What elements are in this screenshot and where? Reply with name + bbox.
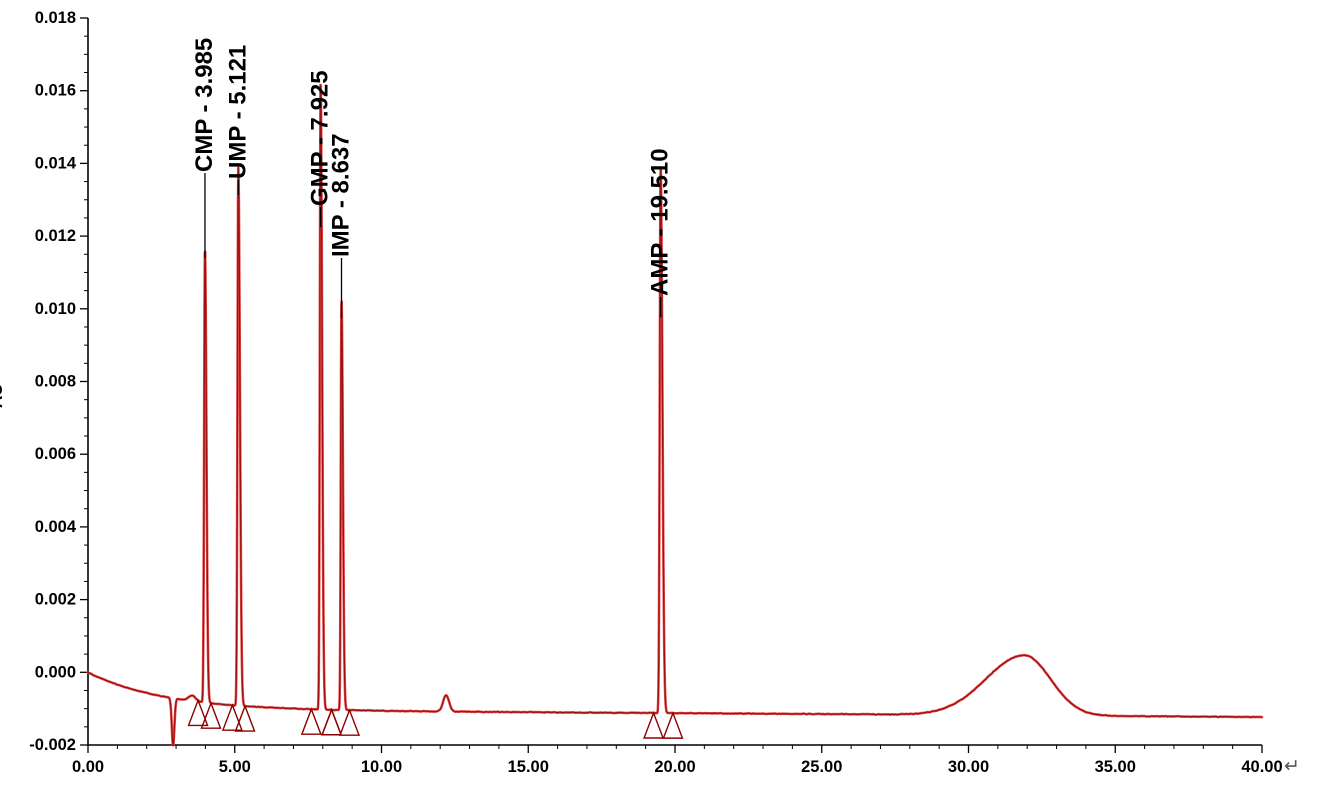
svg-text:0.016: 0.016	[35, 82, 76, 100]
svg-text:UMP - 5.121: UMP - 5.121	[224, 45, 251, 179]
svg-text:0.002: 0.002	[35, 591, 76, 609]
svg-text:0.014: 0.014	[35, 154, 77, 172]
svg-text:0.018: 0.018	[35, 9, 76, 27]
svg-text:AMP - 19.510: AMP - 19.510	[647, 148, 674, 296]
svg-text:10.00: 10.00	[361, 758, 402, 776]
svg-text:5.00: 5.00	[219, 758, 251, 776]
svg-text:0.00: 0.00	[72, 758, 104, 776]
svg-text:-0.002: -0.002	[29, 736, 76, 754]
svg-text:0.000: 0.000	[35, 663, 76, 681]
svg-text:AU: AU	[0, 383, 6, 408]
svg-text:↵: ↵	[1284, 756, 1300, 777]
svg-text:35.00: 35.00	[1095, 758, 1136, 776]
svg-text:0.010: 0.010	[35, 300, 76, 318]
svg-text:15.00: 15.00	[508, 758, 549, 776]
svg-text:20.00: 20.00	[654, 758, 695, 776]
svg-text:0.004: 0.004	[35, 518, 77, 536]
svg-text:0.006: 0.006	[35, 445, 76, 463]
svg-text:0.008: 0.008	[35, 373, 76, 391]
svg-text:IMP - 8.637: IMP - 8.637	[328, 133, 355, 257]
svg-text:0.012: 0.012	[35, 227, 76, 245]
svg-text:CMP - 3.985: CMP - 3.985	[191, 38, 218, 172]
svg-text:25.00: 25.00	[801, 758, 842, 776]
svg-text:30.00: 30.00	[948, 758, 989, 776]
svg-text:40.00: 40.00	[1241, 758, 1282, 776]
